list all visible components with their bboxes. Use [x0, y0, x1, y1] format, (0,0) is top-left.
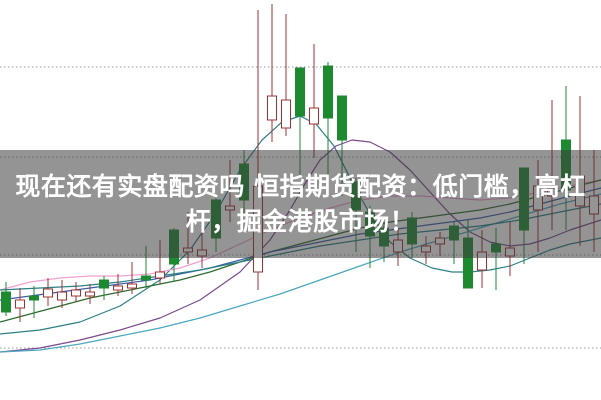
- headline-overlay-band: 现在还有实盘配资吗 恒指期货配资：低门槛，高杠杆，掘金港股市场！: [0, 150, 601, 258]
- headline-text: 现在还有实盘配资吗 恒指期货配资：低门槛，高杠杆，掘金港股市场！: [15, 171, 586, 237]
